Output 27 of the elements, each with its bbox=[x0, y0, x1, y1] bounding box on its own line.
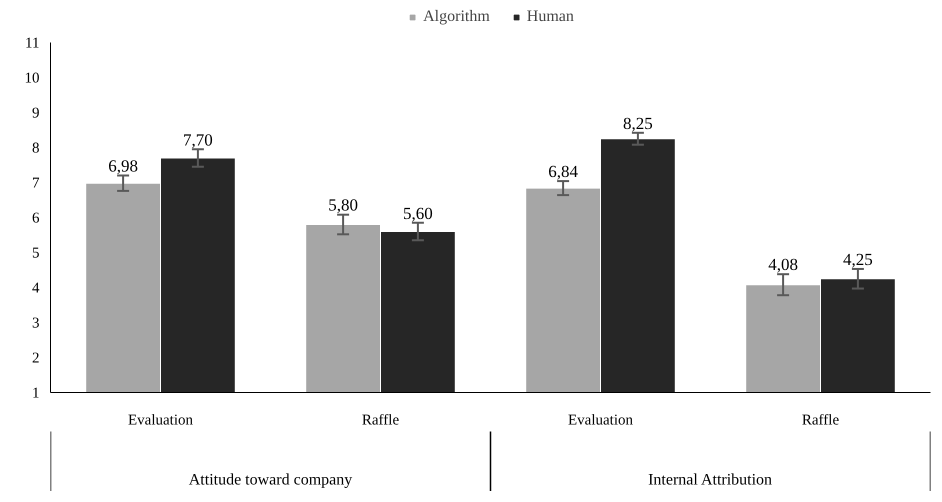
data-label: 4,25 bbox=[843, 250, 873, 269]
y-tick-label: 2 bbox=[32, 350, 40, 366]
y-tick-label: 10 bbox=[24, 70, 40, 86]
x-tick-label: Raffle bbox=[802, 412, 840, 428]
data-label: 4,08 bbox=[768, 255, 798, 274]
y-tick-label: 1 bbox=[32, 386, 40, 402]
data-label: 8,25 bbox=[623, 114, 653, 133]
legend-label: Human bbox=[526, 8, 574, 26]
data-label: 6,98 bbox=[108, 156, 138, 176]
y-tick-label: 7 bbox=[32, 176, 40, 192]
y-tick-label: 4 bbox=[32, 280, 40, 296]
x-tick-label: Evaluation bbox=[128, 412, 194, 428]
data-label: 7,70 bbox=[183, 130, 213, 150]
data-label: 5,60 bbox=[403, 204, 433, 223]
x-tick-label: Evaluation bbox=[568, 412, 634, 428]
y-tick-label: 11 bbox=[25, 36, 40, 52]
x-tick-label: Raffle bbox=[362, 412, 400, 428]
y-tick-label: 5 bbox=[32, 246, 40, 262]
y-tick-label: 6 bbox=[32, 210, 40, 226]
text: Internal Attribution bbox=[648, 472, 772, 488]
text: Attitude toward company bbox=[188, 472, 352, 488]
y-tick-label: 9 bbox=[32, 106, 40, 122]
legend-label: Algorithm bbox=[423, 8, 490, 26]
y-tick-label: 3 bbox=[32, 316, 40, 332]
y-tick-label: 8 bbox=[32, 140, 40, 156]
data-label: 6,84 bbox=[548, 162, 578, 182]
data-label: 5,80 bbox=[328, 196, 358, 215]
